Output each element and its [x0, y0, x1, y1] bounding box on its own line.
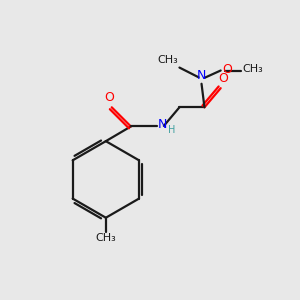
Text: CH₃: CH₃ — [157, 55, 178, 64]
Text: CH₃: CH₃ — [95, 233, 116, 243]
Text: H: H — [168, 125, 175, 135]
Text: O: O — [223, 62, 232, 76]
Text: N: N — [158, 118, 168, 131]
Text: CH₃: CH₃ — [243, 64, 263, 74]
Text: O: O — [218, 72, 228, 85]
Text: O: O — [104, 92, 114, 104]
Text: N: N — [197, 69, 206, 82]
